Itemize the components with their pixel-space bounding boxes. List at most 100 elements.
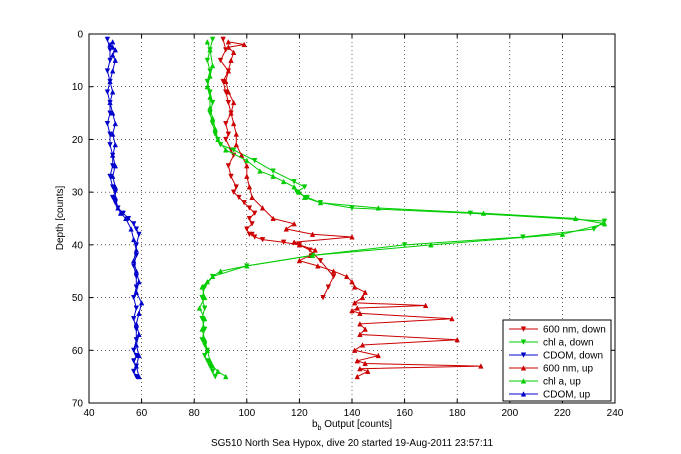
data-point [207, 363, 213, 369]
data-point [454, 336, 460, 343]
data-point [225, 99, 232, 106]
legend: 600 nm, down chl a, down CDOM, down 600 nm,… [502, 319, 612, 402]
series-6 [107, 39, 145, 380]
x-tick-label: 200 [501, 408, 518, 419]
data-point [133, 247, 140, 253]
data-point [283, 226, 289, 232]
data-point [259, 205, 266, 211]
x-tick-label: 80 [189, 408, 201, 419]
data-point [354, 357, 360, 364]
data-point [107, 57, 113, 64]
data-point [133, 353, 140, 359]
data-point [357, 321, 363, 327]
data-point [223, 78, 229, 84]
data-point [131, 368, 137, 375]
data-point [131, 257, 137, 264]
data-point [228, 173, 234, 180]
data-point [136, 231, 142, 238]
x-tick-label: 160 [396, 408, 413, 419]
data-point [228, 110, 234, 116]
y-tick-label: 30 [72, 188, 84, 199]
y-tick-label: 0 [77, 30, 83, 41]
data-point [209, 363, 216, 369]
data-point [109, 68, 116, 74]
data-point [325, 284, 332, 290]
data-point [246, 184, 253, 190]
data-point [344, 273, 350, 280]
data-point [209, 62, 216, 69]
data-point [230, 99, 237, 106]
data-point [317, 258, 324, 264]
data-point [362, 326, 368, 332]
data-point [212, 374, 218, 380]
data-point [375, 352, 382, 359]
data-point [246, 205, 253, 211]
data-point [480, 210, 487, 216]
data-point [357, 310, 363, 316]
data-point [209, 368, 216, 375]
data-point [204, 57, 211, 64]
x-tick-label: 60 [136, 408, 148, 419]
data-point [291, 239, 297, 245]
data-point [349, 234, 355, 240]
data-point [280, 239, 287, 246]
data-point [215, 136, 221, 142]
data-point [520, 365, 527, 371]
data-point [520, 352, 527, 358]
legend-label: CDOM, down [543, 351, 603, 362]
data-point [104, 68, 111, 74]
data-point [223, 147, 229, 153]
data-point [112, 184, 119, 190]
series-1 [217, 36, 337, 301]
data-point [207, 357, 213, 364]
y-tick-label: 70 [72, 399, 84, 410]
data-point [133, 226, 140, 232]
data-point [225, 89, 232, 95]
x-axis-label-subscript: b [318, 425, 322, 432]
data-point [133, 363, 140, 369]
data-point [109, 194, 116, 201]
legend-entry: chl a, up [509, 377, 581, 388]
data-point [362, 360, 368, 367]
data-point [120, 210, 126, 217]
data-point [133, 289, 140, 295]
data-point [572, 215, 579, 222]
data-point [296, 189, 303, 195]
data-point [107, 41, 113, 48]
data-point [107, 78, 113, 84]
data-point [249, 194, 255, 200]
series-5 [196, 39, 608, 380]
data-point [280, 178, 287, 185]
data-point [107, 131, 113, 138]
data-point [112, 162, 119, 169]
data-point [291, 220, 297, 227]
data-point [133, 342, 140, 348]
legend-box [502, 319, 612, 402]
data-point [244, 157, 250, 164]
data-point [109, 44, 116, 50]
data-point [104, 121, 111, 127]
legend-entry: CDOM, up [509, 390, 591, 401]
data-point [301, 194, 308, 200]
data-point [251, 157, 258, 164]
legend-label: CDOM, up [543, 390, 591, 401]
data-point [199, 284, 205, 290]
x-tick-label: 120 [291, 408, 308, 419]
data-point [207, 104, 213, 111]
data-point [330, 273, 337, 280]
data-point [212, 126, 218, 132]
data-point [365, 368, 371, 374]
data-point [354, 305, 360, 311]
data-point [223, 89, 229, 95]
data-point [131, 316, 137, 322]
data-point [520, 391, 527, 397]
data-point [131, 347, 137, 354]
data-point [225, 44, 232, 50]
x-axis-label: bb Output [counts] [312, 419, 392, 432]
y-tick-label: 40 [72, 240, 84, 251]
axis-ticks: 40 60 80 100 120 140 160 180 200 220 240 0 10 20 30 40 5… [72, 30, 624, 420]
data-point [230, 147, 237, 153]
data-point [520, 326, 527, 332]
data-point [199, 316, 205, 322]
data-point [241, 200, 247, 206]
